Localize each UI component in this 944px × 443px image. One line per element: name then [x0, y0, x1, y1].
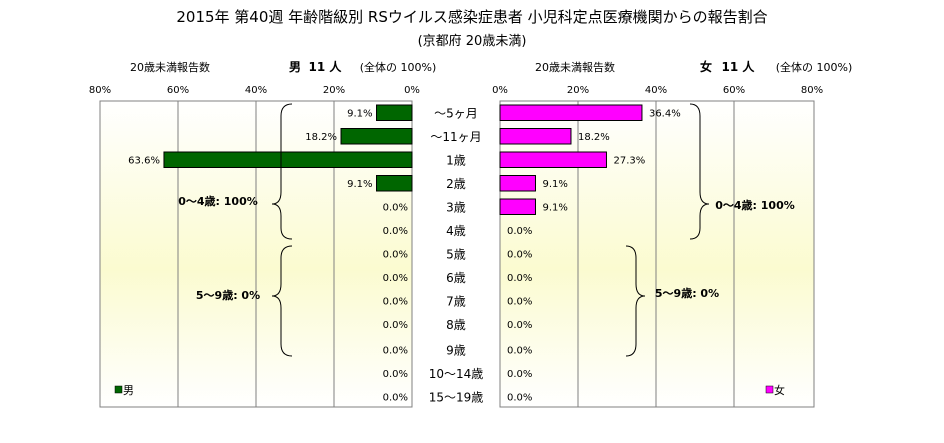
value-label-male: 0.0%	[383, 273, 408, 284]
bar-female	[499, 175, 536, 192]
brackets	[271, 103, 710, 357]
value-label-male: 0.0%	[383, 392, 408, 403]
tick-label-right: 80%	[801, 85, 823, 96]
value-label-male: 9.1%	[347, 179, 372, 190]
axis-ticks: 80% 60% 40% 20% 0% 0% 20% 40% 60% 80%	[89, 85, 823, 96]
value-label-female: 0.0%	[507, 392, 532, 403]
legend-female-label: 女	[774, 383, 785, 397]
chart-subtitle: (京都府 20歳未満)	[418, 34, 527, 49]
tick-label-right: 0%	[492, 85, 508, 96]
category-label: 10～14歳	[429, 367, 484, 381]
right-share-note: (全体の 100%)	[776, 60, 853, 74]
bar-female	[499, 104, 643, 121]
bar-male	[376, 104, 413, 121]
category-label: ～11ヶ月	[430, 130, 481, 144]
value-label-male: 63.6%	[128, 155, 160, 166]
value-label-female: 0.0%	[507, 273, 532, 284]
category-label: 1歳	[446, 153, 466, 167]
tick-label-left: 40%	[245, 85, 267, 96]
value-label-female: 9.1%	[542, 179, 567, 190]
bar-female	[499, 198, 536, 215]
right-sex-label: 女	[700, 59, 712, 74]
category-label: 15～19歳	[429, 390, 484, 404]
category-label: 9歳	[446, 343, 466, 357]
bar-male	[340, 128, 413, 145]
category-label: 3歳	[446, 200, 466, 214]
tick-label-left: 20%	[323, 85, 345, 96]
value-label-male: 0.0%	[383, 369, 408, 380]
category-label: 4歳	[446, 224, 466, 238]
right-group-0-4-label: 0～4歳: 100%	[715, 198, 795, 212]
value-label-male: 0.0%	[383, 296, 408, 307]
value-label-female: 0.0%	[507, 345, 532, 356]
category-label: 7歳	[446, 294, 466, 308]
bar-male	[163, 151, 413, 168]
bar-female	[499, 128, 572, 145]
value-label-female: 0.0%	[507, 296, 532, 307]
right-bracket-5-9	[625, 245, 646, 357]
category-label: 8歳	[446, 318, 466, 332]
right-axis-label: 20歳未満報告数	[535, 61, 615, 74]
left-axis-label: 20歳未満報告数	[130, 61, 210, 74]
tick-label-left: 80%	[89, 85, 111, 96]
legend-male-label: 男	[123, 384, 134, 397]
left-group-5-9-label: 5～9歳: 0%	[196, 288, 260, 302]
category-label: ～5ヶ月	[434, 106, 478, 120]
right-group-5-9-label: 5～9歳: 0%	[655, 286, 719, 300]
left-bracket-5-9	[271, 245, 293, 357]
value-label-female: 0.0%	[507, 249, 532, 260]
tick-label-right: 60%	[723, 85, 745, 96]
bars	[163, 104, 643, 215]
tick-label-left: 60%	[167, 85, 189, 96]
legend-male: 男	[114, 384, 134, 397]
category-labels: ～5ヶ月 ～11ヶ月 1歳 2歳 3歳 4歳 5歳 6歳 7歳 8歳 9歳 10～14歳 15～19歳	[429, 106, 484, 404]
value-label-male: 0.0%	[383, 226, 408, 237]
bar-female	[499, 151, 607, 168]
value-label-female: 0.0%	[507, 369, 532, 380]
value-label-female: 0.0%	[507, 320, 532, 331]
right-count: 11 人	[722, 59, 756, 74]
value-label-female: 0.0%	[507, 226, 532, 237]
tick-label-left: 0%	[404, 85, 420, 96]
tick-label-right: 20%	[567, 85, 589, 96]
value-label-female: 36.4%	[649, 108, 681, 119]
legend-female: 女	[765, 383, 785, 397]
right-plot-area	[499, 100, 815, 408]
legend-male-swatch	[114, 385, 123, 394]
value-label-female: 27.3%	[613, 155, 645, 166]
left-count: 11 人	[309, 59, 343, 74]
category-label: 2歳	[446, 177, 466, 191]
category-label: 6歳	[446, 271, 466, 285]
left-sex-label: 男	[289, 60, 301, 74]
left-bracket-0-4	[271, 103, 293, 240]
value-label-male: 0.0%	[383, 202, 408, 213]
value-label-male: 0.0%	[383, 345, 408, 356]
left-share-note: (全体の 100%)	[360, 60, 437, 74]
value-label-male: 18.2%	[305, 132, 337, 143]
value-labels: 9.1% 18.2% 63.6% 9.1% 0.0% 0.0% 0.0% 0.0% 0.0% 0.…	[128, 108, 681, 403]
chart-title: 2015年 第40週 年齢階級別 RSウイルス感染症患者 小児科定点医療機関から…	[176, 8, 767, 26]
value-label-male: 0.0%	[383, 249, 408, 260]
left-group-0-4-label: 0～4歳: 100%	[178, 194, 258, 208]
right-bracket-0-4	[689, 103, 710, 240]
value-label-male: 0.0%	[383, 320, 408, 331]
legend-female-swatch	[765, 385, 774, 394]
tick-label-right: 40%	[645, 85, 667, 96]
value-label-male: 9.1%	[347, 108, 372, 119]
value-label-female: 9.1%	[542, 202, 567, 213]
category-label: 5歳	[446, 247, 466, 261]
bar-male	[376, 175, 413, 192]
value-label-female: 18.2%	[578, 132, 610, 143]
